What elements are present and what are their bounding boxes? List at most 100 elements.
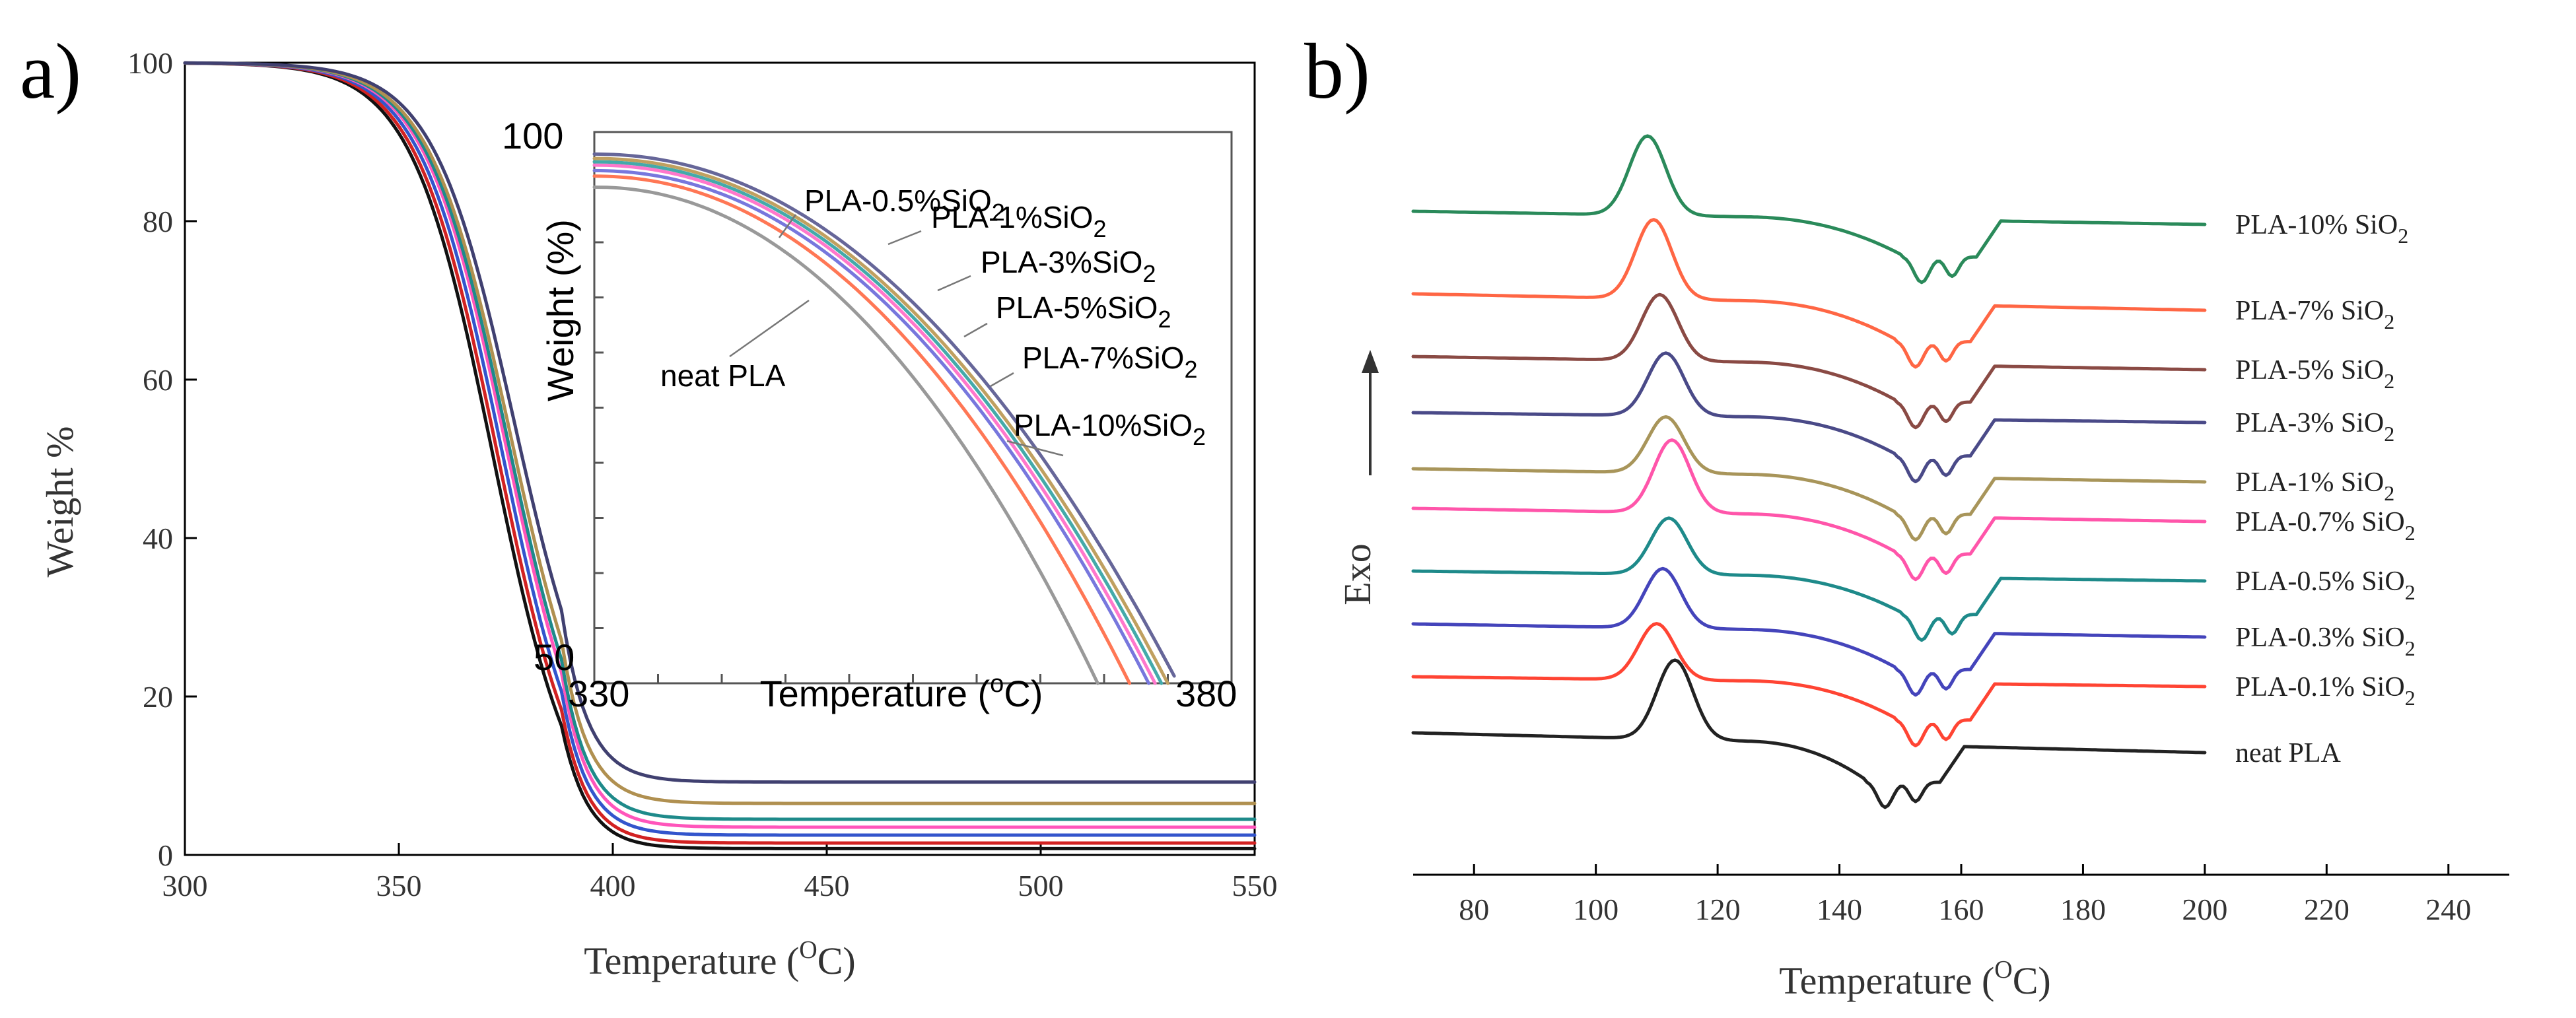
panel-b-axes: 80 100 120 140 160 180 200 220 240 [1413,864,2509,926]
inset-label-sub: 2 [1093,215,1106,242]
inset-label-pla-7-sio2: PLA-7%SiO2 [1022,341,1197,383]
inset-label-text: PLA-1%SiO [931,200,1093,234]
inset-y-tick-label-50: 50 [534,636,574,678]
panel-a-label: a) [20,27,81,115]
panel-a-y-axis-title: Weight % [38,426,81,578]
panel-a-inset: 100 50 330 380 Temperature (oC) Weight (… [502,115,1237,714]
inset-y-tick-label-100: 100 [502,115,563,156]
inset-label-pointer-pla-5-sio2 [963,322,988,338]
panel-b-x-tick-label-240: 240 [2425,893,2471,926]
panel-b-series-label-text: PLA-5% SiO [2235,355,2384,386]
panel-b-series-label-text: PLA-1% SiO [2235,467,2384,498]
panel-b-x-tick-label-140: 140 [1817,893,1862,926]
panel-a-x-title-main: Temperature ( [584,939,799,982]
panel-b-series-label-text: PLA-10% SiO [2235,210,2398,240]
panel-b-series-label-pla-0-5-sio2: PLA-0.5% SiO2 [2235,566,2416,604]
panel-b-curve-pla-10-sio2 [1411,134,2207,285]
panel-b-series-label-neat-pla: neat PLA [2235,738,2341,768]
inset-x-title-super: o [990,670,1004,698]
panel-b-label: b) [1304,27,1370,115]
panel-b-series-label-sub: 2 [2398,224,2408,248]
panel-b-x-tick-label-180: 180 [2060,893,2106,926]
panel-b-series-label-text: PLA-3% SiO [2235,408,2384,438]
inset-curve-pla-1-sio2 [592,168,1150,685]
panel-b-series-label-pla-5-sio2: PLA-5% SiO2 [2235,355,2394,393]
panel-b-series-label-pla-1-sio2: PLA-1% SiO2 [2235,467,2394,505]
inset-label-pla-5-sio2: PLA-5%SiO2 [996,290,1171,333]
panel-b-x-tick-label-100: 100 [1573,893,1619,926]
panel-a-x-tick-label-500: 500 [1018,869,1064,902]
inset-series-labels: PLA-0.5%SiO2PLA-1%SiO2PLA-3%SiO2PLA-5%Si… [660,184,1206,457]
panel-a-x-tick-label-450: 450 [804,869,850,902]
inset-curve-pla-3-sio2 [592,163,1157,685]
inset-label-neat-pla: neat PLA [660,358,786,393]
inset-label-pla-10-sio2: PLA-10%SiO2 [1014,408,1206,450]
panel-b-x-title-end: C) [2013,959,2051,1002]
panel-b-curve-pla-0-1-sio2 [1411,622,2207,747]
panel-a-curve-pla-1-sio2 [183,61,1257,837]
panel-a-y-tick-label-20: 20 [143,680,173,714]
panel-a-tga-chart: a) Weight % Temperature (OC) 300 350 400 45… [20,27,1278,982]
panel-b-x-axis-title: Temperature (OC) [1779,956,2050,1002]
panel-b-x-tick-label-120: 120 [1695,893,1741,926]
panel-b-series-label-text: PLA-0.7% SiO [2235,507,2405,537]
inset-curves [592,152,1176,685]
panel-b-x-title-super: O [1994,956,2012,984]
panel-a-y-tick-label-100: 100 [127,46,173,80]
panel-a-curves [183,61,1257,850]
panel-a-x-tick-label-350: 350 [376,869,422,902]
panel-b-series-label-pla-10-sio2: PLA-10% SiO2 [2235,210,2408,248]
panel-b-series-label-sub: 2 [2384,369,2394,393]
panel-b-curve-pla-5-sio2 [1411,292,2207,430]
inset-curve-pla-5-sio2 [592,160,1164,685]
panel-b-curve-pla-0-7-sio2 [1411,438,2207,582]
inset-label-pointer-pla-7-sio2 [990,372,1014,388]
inset-label-pointer-pla-3-sio2 [937,275,971,292]
exo-arrow-head [1362,350,1379,373]
inset-label-text: PLA-3%SiO [981,245,1142,279]
inset-label-text: PLA-5%SiO [996,290,1158,325]
panel-b-exo-arrow [1362,350,1379,475]
panel-b-series-label-pla-0-7-sio2: PLA-0.7% SiO2 [2235,507,2416,545]
panel-a-x-axis-title: Temperature (OC) [584,936,855,982]
panel-b-curve-pla-3-sio2 [1411,351,2207,483]
panel-b-series-label-sub: 2 [2384,481,2394,505]
panel-b-series-label-sub: 2 [2405,580,2416,604]
panel-a-x-title-end: C) [818,939,856,982]
inset-curve-pla-0-5-sio2 [592,174,1132,685]
panel-a-y-tick-label-80: 80 [143,205,173,238]
inset-label-pointer-pla-10-sio2 [1006,440,1064,457]
panel-b-x-title-main: Temperature ( [1779,959,1994,1002]
inset-frame [593,131,1233,685]
inset-x-title-main: Temperature ( [760,673,991,714]
panel-b-curve-pla-0-5-sio2 [1411,516,2207,642]
panel-b-series-label-text: neat PLA [2235,738,2341,768]
panel-b-series-label-text: PLA-0.1% SiO [2235,672,2405,702]
inset-label-pla-0-5-sio2: PLA-0.5%SiO2 [804,184,1005,226]
inset-x-tick-label-330: 330 [568,673,629,714]
panel-a-y-tick-label-0: 0 [158,838,173,872]
panel-b-dsc-chart: b) Exo Temperature (OC) 80 100 120 140 160 18… [1304,27,2509,1002]
inset-label-text: neat PLA [660,358,786,393]
inset-label-text: PLA-10%SiO [1014,408,1193,442]
inset-x-axis-title: Temperature (oC) [760,670,1043,714]
panel-b-series-label-sub: 2 [2384,310,2394,333]
inset-label-text: PLA-0.5%SiO [804,184,992,218]
inset-label-pointer-pla-0-5-sio2 [778,214,797,238]
panel-b-series-label-sub: 2 [2405,636,2416,660]
inset-label-pointer-neat-pla [729,299,810,358]
inset-curve-neat-pla [592,186,1099,685]
panel-b-series-label-pla-3-sio2: PLA-3% SiO2 [2235,408,2394,446]
panel-b-series-label-sub: 2 [2405,686,2416,710]
panel-a-curve-pla-0-5-sio2 [183,61,1257,845]
inset-label-sub: 2 [1193,423,1206,450]
panel-b-curves [1411,134,2207,809]
inset-label-pla-3-sio2: PLA-3%SiO2 [981,245,1156,287]
panel-b-series-label-pla-0-3-sio2: PLA-0.3% SiO2 [2235,623,2416,660]
inset-curve-pla-10-sio2 [592,152,1176,678]
panel-a-y-tick-label-60: 60 [143,363,173,397]
inset-y-axis-title: Weight (%) [540,219,581,401]
panel-b-series-label-text: PLA-0.5% SiO [2235,566,2405,597]
panel-b-series-label-pla-7-sio2: PLA-7% SiO2 [2235,296,2394,333]
